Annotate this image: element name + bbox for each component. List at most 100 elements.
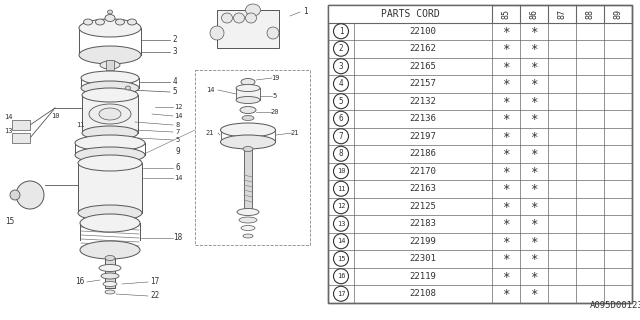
Ellipse shape bbox=[127, 19, 136, 25]
Ellipse shape bbox=[79, 46, 141, 64]
Text: 16: 16 bbox=[76, 277, 84, 286]
Text: 5: 5 bbox=[273, 93, 277, 99]
Ellipse shape bbox=[99, 108, 121, 120]
Text: 1: 1 bbox=[339, 27, 343, 36]
Ellipse shape bbox=[240, 107, 256, 114]
Text: 12: 12 bbox=[173, 104, 182, 110]
Text: 21: 21 bbox=[205, 130, 214, 136]
Text: 22163: 22163 bbox=[410, 184, 436, 193]
Ellipse shape bbox=[81, 71, 139, 85]
Text: *: * bbox=[502, 236, 509, 249]
Ellipse shape bbox=[125, 86, 131, 90]
Ellipse shape bbox=[246, 13, 257, 23]
Text: 5: 5 bbox=[173, 87, 177, 97]
Bar bbox=[328, 5, 632, 302]
Text: 22157: 22157 bbox=[410, 79, 436, 88]
Text: *: * bbox=[502, 183, 509, 196]
Bar bbox=[244, 149, 252, 209]
Ellipse shape bbox=[101, 273, 119, 279]
Text: *: * bbox=[531, 113, 538, 126]
Bar bbox=[105, 258, 115, 288]
Ellipse shape bbox=[241, 78, 255, 85]
Text: 22: 22 bbox=[150, 292, 159, 300]
Text: 19: 19 bbox=[271, 75, 279, 81]
Text: 16: 16 bbox=[337, 273, 345, 279]
Text: *: * bbox=[502, 201, 509, 214]
Ellipse shape bbox=[239, 217, 257, 223]
Text: 9: 9 bbox=[176, 148, 180, 156]
Text: 2: 2 bbox=[339, 44, 343, 53]
Text: 3: 3 bbox=[173, 47, 177, 57]
Text: *: * bbox=[531, 236, 538, 249]
Bar bbox=[82, 95, 138, 133]
Text: *: * bbox=[531, 61, 538, 74]
Text: 22170: 22170 bbox=[410, 167, 436, 176]
Ellipse shape bbox=[243, 234, 253, 238]
Text: 85: 85 bbox=[502, 9, 511, 19]
Text: *: * bbox=[531, 271, 538, 284]
Text: 88: 88 bbox=[586, 9, 595, 19]
Ellipse shape bbox=[105, 255, 115, 260]
Text: 10: 10 bbox=[337, 168, 345, 174]
Text: 21: 21 bbox=[291, 130, 300, 136]
Text: *: * bbox=[531, 96, 538, 109]
Text: 14: 14 bbox=[205, 87, 214, 93]
Bar bbox=[328, 5, 632, 302]
Text: *: * bbox=[531, 148, 538, 161]
Text: 7: 7 bbox=[176, 129, 180, 135]
Text: 14: 14 bbox=[173, 175, 182, 181]
Text: 1: 1 bbox=[303, 7, 307, 17]
Text: *: * bbox=[502, 218, 509, 231]
Text: 22301: 22301 bbox=[410, 254, 436, 263]
Text: 22125: 22125 bbox=[410, 202, 436, 211]
Text: 13: 13 bbox=[337, 221, 345, 227]
Text: *: * bbox=[531, 288, 538, 301]
Text: 6: 6 bbox=[176, 164, 180, 172]
Bar bbox=[217, 10, 279, 48]
Bar bbox=[106, 60, 114, 70]
Ellipse shape bbox=[100, 61, 120, 69]
Ellipse shape bbox=[267, 27, 279, 39]
Text: 14: 14 bbox=[4, 114, 12, 120]
Bar bbox=[328, 5, 492, 22]
Text: *: * bbox=[531, 166, 538, 179]
Text: 22136: 22136 bbox=[410, 114, 436, 123]
Text: *: * bbox=[531, 201, 538, 214]
Text: *: * bbox=[502, 148, 509, 161]
Ellipse shape bbox=[115, 19, 125, 25]
Ellipse shape bbox=[105, 290, 115, 294]
Text: *: * bbox=[502, 113, 509, 126]
Text: 20: 20 bbox=[271, 109, 279, 115]
Text: *: * bbox=[502, 271, 509, 284]
Text: 22108: 22108 bbox=[410, 289, 436, 298]
Ellipse shape bbox=[83, 19, 93, 25]
Text: 22162: 22162 bbox=[410, 44, 436, 53]
Ellipse shape bbox=[108, 10, 113, 14]
Ellipse shape bbox=[75, 135, 145, 151]
Ellipse shape bbox=[89, 104, 131, 124]
Bar bbox=[12, 133, 30, 143]
Text: *: * bbox=[502, 96, 509, 109]
Text: 22100: 22100 bbox=[410, 27, 436, 36]
Text: *: * bbox=[502, 253, 509, 266]
Ellipse shape bbox=[221, 123, 275, 137]
Ellipse shape bbox=[82, 88, 138, 102]
Text: 14: 14 bbox=[173, 113, 182, 119]
Text: 18: 18 bbox=[173, 234, 182, 243]
Ellipse shape bbox=[210, 26, 224, 40]
Text: 22186: 22186 bbox=[410, 149, 436, 158]
Ellipse shape bbox=[80, 241, 140, 259]
Text: *: * bbox=[502, 131, 509, 144]
Text: 17: 17 bbox=[150, 277, 159, 286]
Ellipse shape bbox=[80, 214, 140, 232]
Ellipse shape bbox=[243, 147, 253, 151]
Ellipse shape bbox=[10, 190, 20, 200]
Ellipse shape bbox=[242, 116, 254, 121]
Bar bbox=[78, 163, 142, 213]
Text: 8: 8 bbox=[339, 149, 343, 158]
Text: 22199: 22199 bbox=[410, 237, 436, 246]
Ellipse shape bbox=[78, 205, 142, 221]
Text: 22132: 22132 bbox=[410, 97, 436, 106]
Text: 3: 3 bbox=[339, 62, 343, 71]
Text: *: * bbox=[502, 61, 509, 74]
